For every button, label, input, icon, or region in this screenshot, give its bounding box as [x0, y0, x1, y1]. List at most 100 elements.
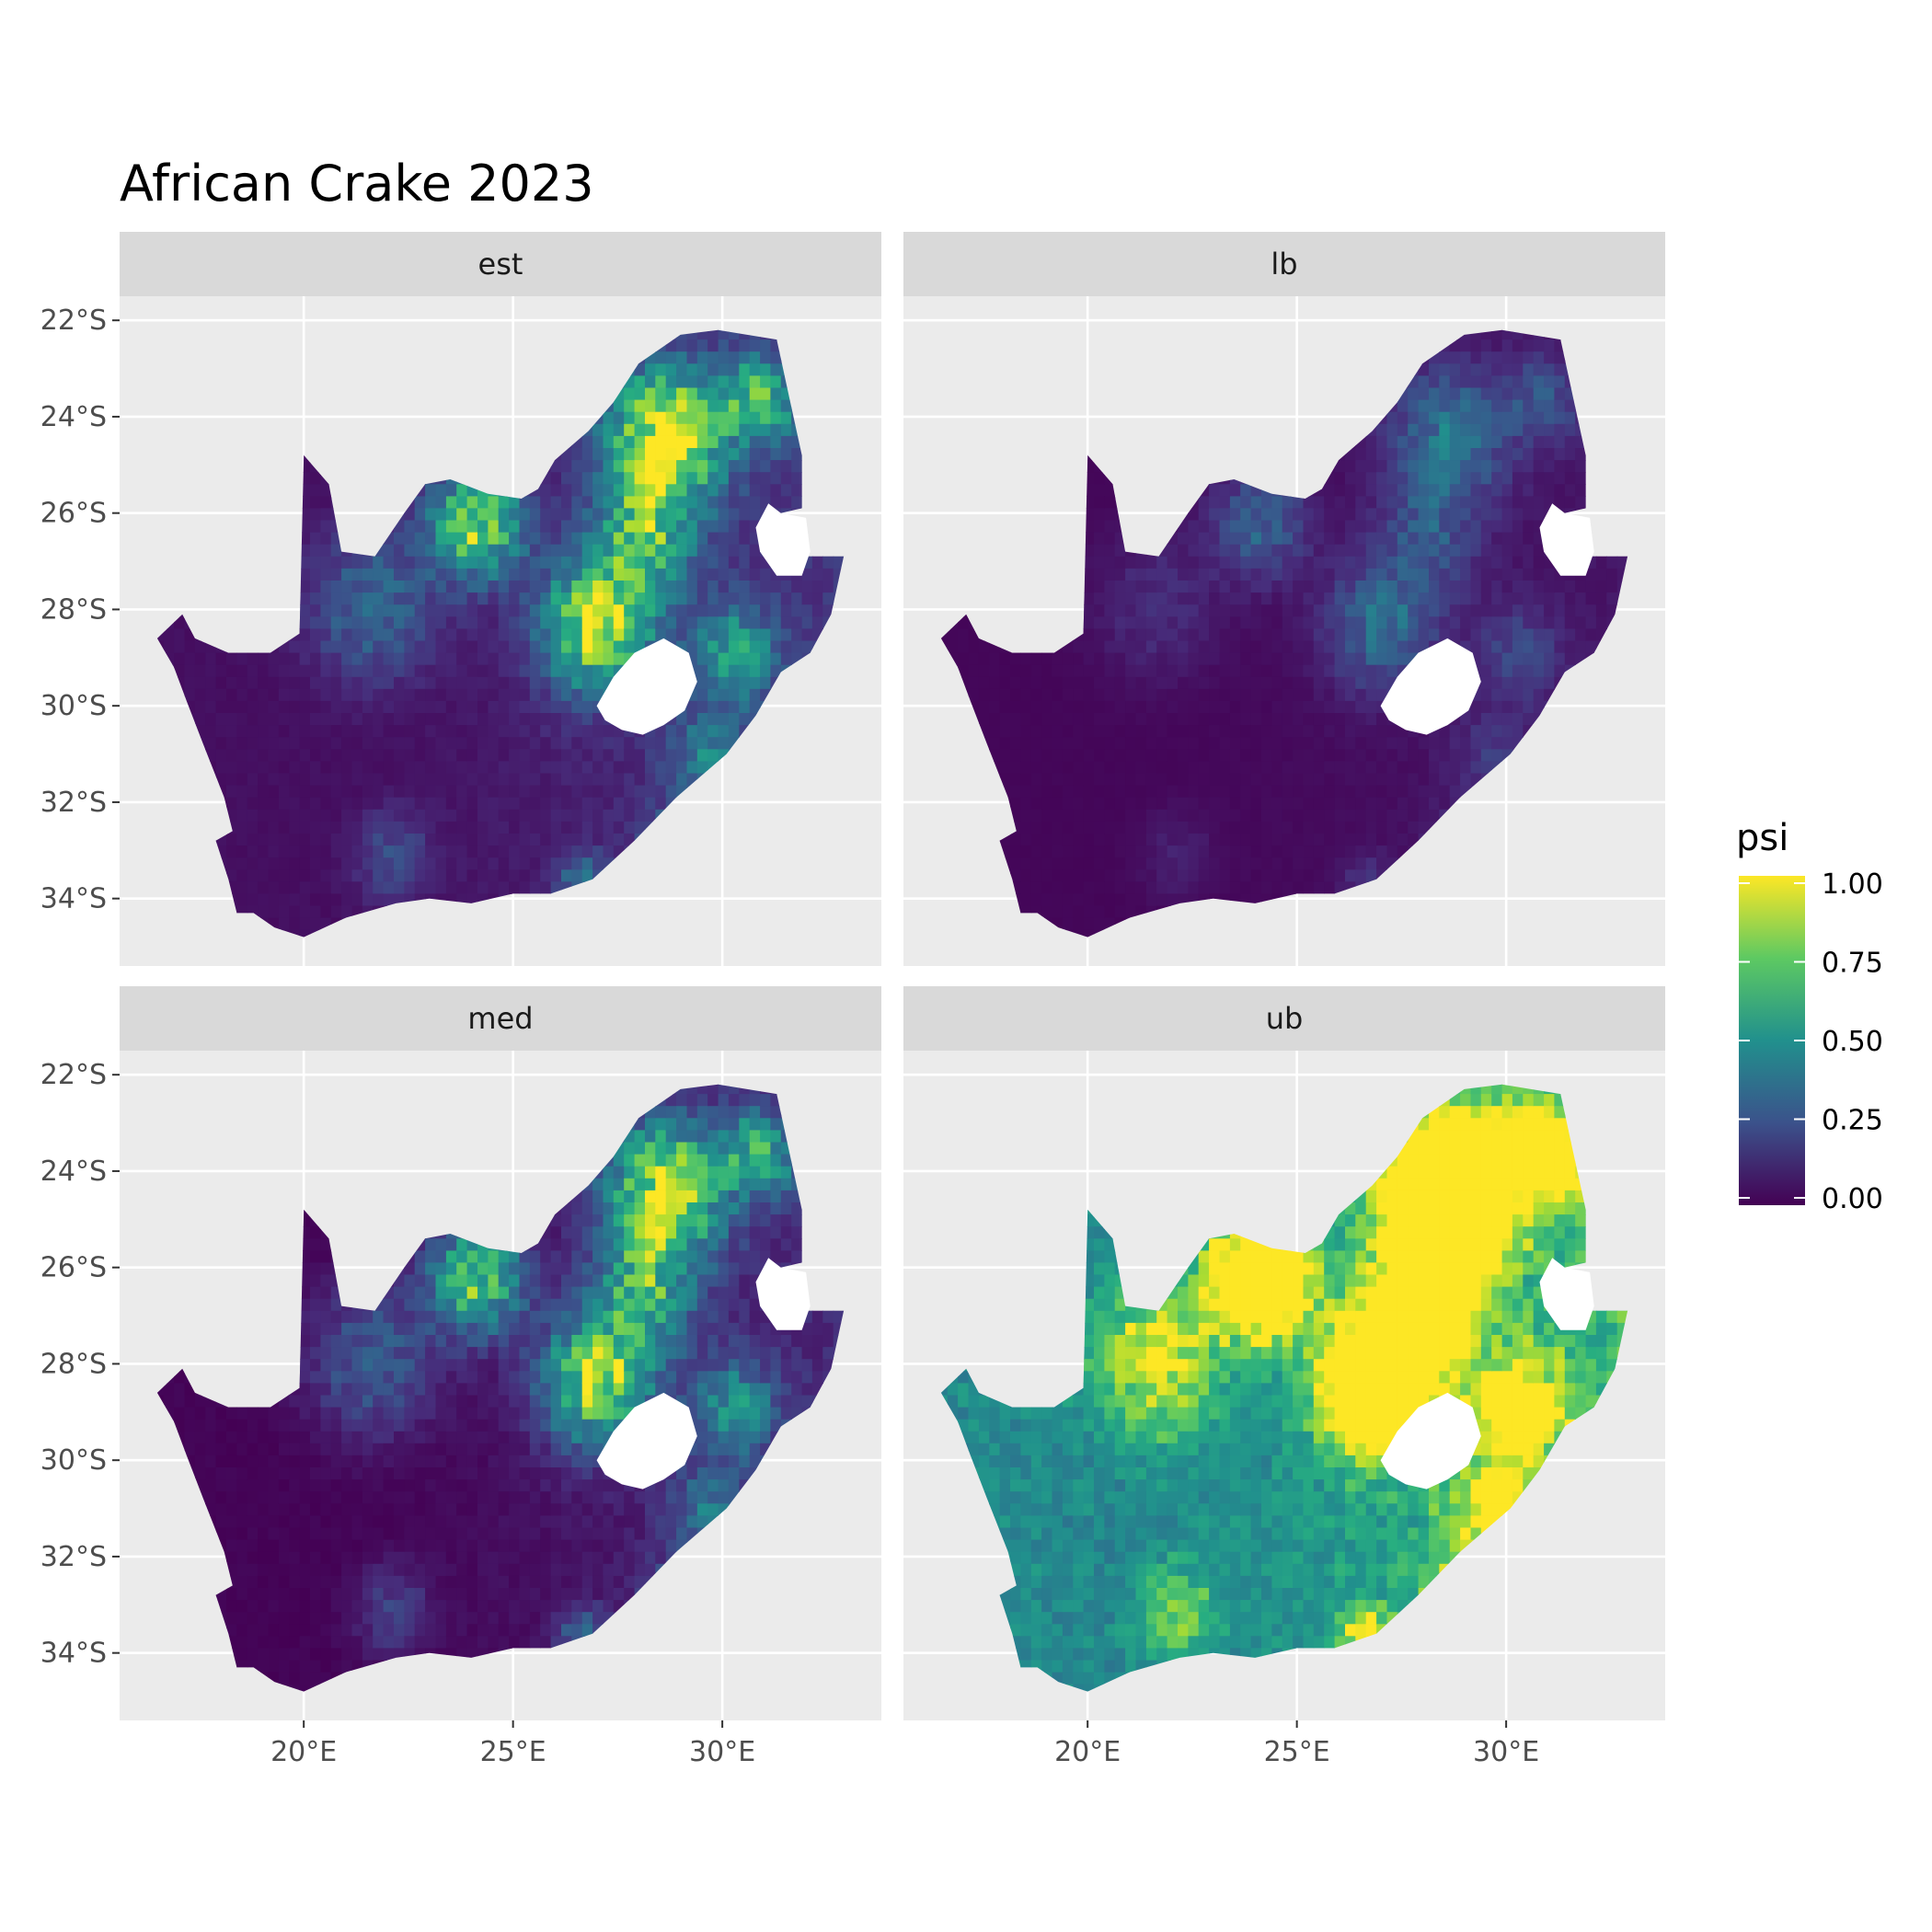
raster-cell [760, 581, 772, 593]
raster-cell [1167, 664, 1179, 678]
raster-cell [519, 761, 531, 775]
raster-cell [247, 761, 259, 775]
raster-cell [801, 581, 813, 593]
raster-cell [435, 725, 447, 738]
raster-cell [498, 869, 510, 882]
raster-cell [760, 640, 772, 654]
raster-cell [351, 664, 363, 678]
raster-cell [1145, 869, 1157, 882]
raster-cell [1135, 713, 1147, 726]
raster-cell [226, 749, 237, 762]
raster-cell [1198, 834, 1210, 846]
raster-cell [1104, 881, 1116, 894]
raster-cell [194, 640, 206, 654]
raster-cell [739, 351, 751, 364]
raster-cell [299, 917, 311, 931]
raster-cell [561, 544, 572, 558]
raster-cell [330, 881, 342, 894]
raster-cell [1062, 893, 1074, 907]
raster-cell [1104, 640, 1116, 654]
raster-cell [1178, 857, 1189, 870]
raster-cell [477, 616, 489, 629]
raster-cell [205, 652, 217, 666]
raster-cell [655, 749, 667, 762]
raster-cell [394, 845, 405, 858]
raster-cell [676, 773, 688, 787]
raster-cell [435, 532, 447, 546]
raster-cell [1073, 725, 1085, 738]
raster-cell [978, 700, 990, 714]
raster-cell [1104, 628, 1116, 642]
raster-cell [394, 568, 405, 581]
raster-cell [226, 700, 237, 714]
raster-cell [404, 520, 416, 534]
raster-cell [519, 520, 531, 534]
raster-cell [404, 652, 416, 666]
raster-cell [1062, 857, 1074, 870]
raster-cell [404, 508, 416, 522]
raster-cell [1167, 869, 1179, 882]
raster-cell [341, 700, 353, 714]
raster-cell [509, 688, 521, 702]
raster-cell [236, 869, 248, 882]
raster-cell [718, 725, 730, 738]
raster-cell [613, 556, 625, 569]
raster-cell [1188, 688, 1200, 702]
raster-cell [1188, 821, 1200, 834]
raster-cell [1083, 809, 1095, 822]
raster-cell [1198, 797, 1210, 811]
raster-cell [1010, 688, 1021, 702]
raster-cell [1104, 652, 1116, 666]
raster-cell [550, 484, 562, 497]
raster-cell [488, 881, 500, 894]
raster-cell [707, 329, 719, 340]
raster-cell [718, 737, 730, 750]
raster-cell [299, 869, 311, 882]
raster-cell [466, 821, 478, 834]
raster-cell [1041, 761, 1053, 775]
raster-cell [540, 496, 552, 510]
raster-cell [822, 604, 834, 617]
raster-cell [445, 664, 457, 678]
raster-cell [519, 737, 531, 750]
raster-cell [268, 773, 280, 787]
raster-cell [603, 616, 615, 629]
raster-cell [613, 785, 625, 799]
raster-cell [1083, 544, 1095, 558]
raster-cell [477, 821, 489, 834]
raster-cell [258, 676, 270, 690]
raster-cell [268, 785, 280, 799]
raster-cell [1073, 797, 1085, 811]
raster-cell [540, 713, 552, 726]
raster-cell [1209, 496, 1221, 510]
raster-cell [1125, 664, 1137, 678]
raster-cell [634, 797, 646, 811]
raster-cell [299, 834, 311, 846]
raster-cell [1135, 773, 1147, 787]
raster-cell [477, 725, 489, 738]
raster-cell [749, 652, 761, 666]
raster-cell [780, 592, 792, 605]
raster-cell [645, 448, 656, 461]
raster-cell [1094, 857, 1105, 870]
raster-cell [236, 773, 248, 787]
raster-cell [634, 423, 646, 437]
raster-cell [247, 737, 259, 750]
raster-cell [1114, 604, 1126, 617]
raster-cell [435, 700, 447, 714]
raster-cell [1167, 821, 1179, 834]
raster-cell [707, 448, 719, 461]
raster-cell [676, 761, 688, 775]
raster-cell [498, 761, 510, 775]
raster-cell [456, 508, 468, 522]
raster-cell [529, 544, 541, 558]
raster-cell [466, 761, 478, 775]
raster-cell [394, 688, 405, 702]
raster-cell [299, 881, 311, 894]
raster-cell [978, 640, 990, 654]
raster-cell [613, 737, 625, 750]
raster-cell [1178, 556, 1189, 569]
facet-strip [903, 232, 1665, 296]
raster-cell [1073, 785, 1085, 799]
raster-cell [739, 676, 751, 690]
